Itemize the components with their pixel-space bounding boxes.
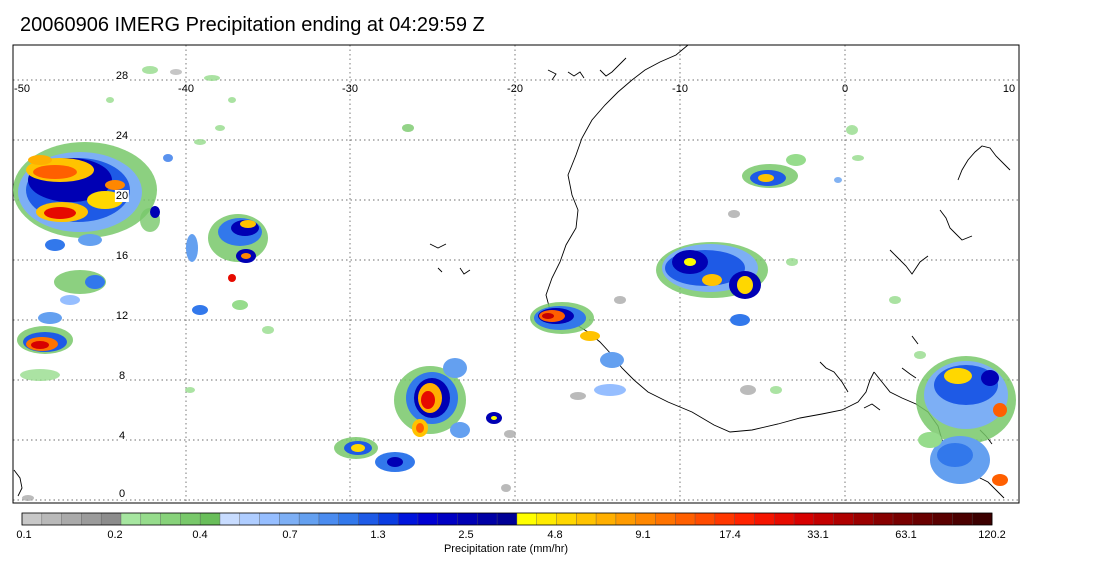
colorbar-swatch: [873, 513, 894, 525]
colorbar-swatch: [299, 513, 320, 525]
colorbar-swatch: [200, 513, 221, 525]
lat-label-16: 16: [114, 250, 130, 262]
precip-cell-inland: [656, 154, 806, 326]
colorbar-swatch: [675, 513, 696, 525]
colorbar-swatch: [61, 513, 82, 525]
precip-cell-midwest: [186, 214, 268, 315]
grid-lines: [13, 45, 1019, 503]
colorbar-swatch: [180, 513, 201, 525]
map-title: 20060906 IMERG Precipitation ending at 0…: [20, 14, 485, 36]
colorbar-swatch: [813, 513, 834, 525]
colorbar-swatch: [120, 513, 142, 525]
colorbar-swatch: [734, 513, 755, 525]
colorbar-swatch: [239, 513, 260, 525]
lat-label-12: 12: [114, 310, 130, 322]
lat-label-8: 8: [117, 370, 127, 382]
colorbar-swatch: [318, 513, 340, 525]
precip-scattered: [22, 66, 926, 501]
colorbar-tick-0: 0.1: [16, 529, 32, 541]
precip-cell-west: [17, 270, 106, 381]
colorbar-swatch: [853, 513, 874, 525]
precipitation-cells: [13, 66, 1016, 501]
lon-label-m50: -50: [14, 83, 30, 95]
colorbar-tick-3: 0.7: [282, 529, 298, 541]
colorbar-swatch: [536, 513, 557, 525]
lon-label-10: 10: [1002, 83, 1016, 95]
colorbar-swatch: [378, 513, 399, 525]
colorbar-swatch: [695, 513, 716, 525]
colorbar-tick-10: 63.1: [895, 529, 917, 541]
colorbar-swatch: [596, 513, 617, 525]
colorbar-tick-6: 4.8: [547, 529, 563, 541]
lat-label-28: 28: [114, 70, 130, 82]
colorbar-swatch: [279, 513, 300, 525]
colorbar-swatch: [160, 513, 181, 525]
colorbar-swatch: [794, 513, 815, 525]
lon-label-m40: -40: [178, 83, 194, 95]
colorbar-swatch: [140, 513, 161, 525]
colorbar-swatch: [259, 513, 280, 525]
colorbar-swatch: [516, 513, 537, 525]
lon-label-m30: -30: [342, 83, 358, 95]
colorbar-swatch: [893, 513, 914, 525]
lat-label-4: 4: [117, 430, 127, 442]
map-frame: [12, 44, 1020, 504]
colorbar-tick-9: 33.1: [807, 529, 829, 541]
lat-label-24: 24: [114, 130, 130, 142]
precip-cell-nw: [13, 142, 160, 251]
colorbar-swatch: [556, 513, 577, 525]
colorbar-swatch: [655, 513, 676, 525]
colorbar-swatch: [912, 513, 933, 525]
colorbar-swatch: [22, 513, 43, 525]
colorbar-swatch: [833, 513, 854, 525]
colorbar-swatch: [615, 513, 636, 525]
colorbar-swatch: [477, 513, 498, 525]
colorbar-swatch: [398, 513, 419, 525]
colorbar-swatch: [417, 513, 439, 525]
lon-label-m20: -20: [507, 83, 523, 95]
colorbar-tick-1: 0.2: [107, 529, 123, 541]
colorbar-swatch: [714, 513, 735, 525]
colorbar-swatch: [41, 513, 62, 525]
colorbar-swatch: [457, 513, 478, 525]
colorbar-swatch: [972, 513, 993, 525]
precip-cell-southeast: [916, 356, 1016, 486]
lat-label-0: 0: [117, 488, 127, 500]
colorbar-tick-2: 0.4: [192, 529, 208, 541]
colorbar-swatch: [754, 513, 775, 525]
colorbar: [21, 512, 993, 526]
colorbar-swatch: [437, 513, 458, 525]
colorbar-tick-11: 120.2: [978, 529, 1006, 541]
precip-cell-central-south: [334, 358, 502, 472]
precip-cell-coast: [530, 302, 626, 396]
colorbar-swatch: [932, 513, 953, 525]
colorbar-swatch: [81, 513, 102, 525]
colorbar-swatch: [635, 513, 656, 525]
lon-label-m10: -10: [672, 83, 688, 95]
lon-label-0: 0: [841, 83, 849, 95]
lat-label-20: 20: [114, 190, 130, 202]
colorbar-tick-5: 2.5: [458, 529, 474, 541]
colorbar-swatch: [338, 513, 359, 525]
colorbar-swatch: [497, 513, 518, 525]
colorbar-swatch: [101, 513, 122, 525]
colorbar-title: Precipitation rate (mm/hr): [443, 543, 569, 555]
colorbar-tick-8: 17.4: [719, 529, 741, 541]
colorbar-swatch: [774, 513, 795, 525]
colorbar-swatch: [576, 513, 597, 525]
colorbar-tick-4: 1.3: [370, 529, 386, 541]
colorbar-border: [21, 512, 993, 526]
colorbar-swatch: [358, 513, 379, 525]
colorbar-tick-7: 9.1: [635, 529, 651, 541]
colorbar-swatch: [219, 513, 241, 525]
colorbar-swatch: [952, 513, 973, 525]
